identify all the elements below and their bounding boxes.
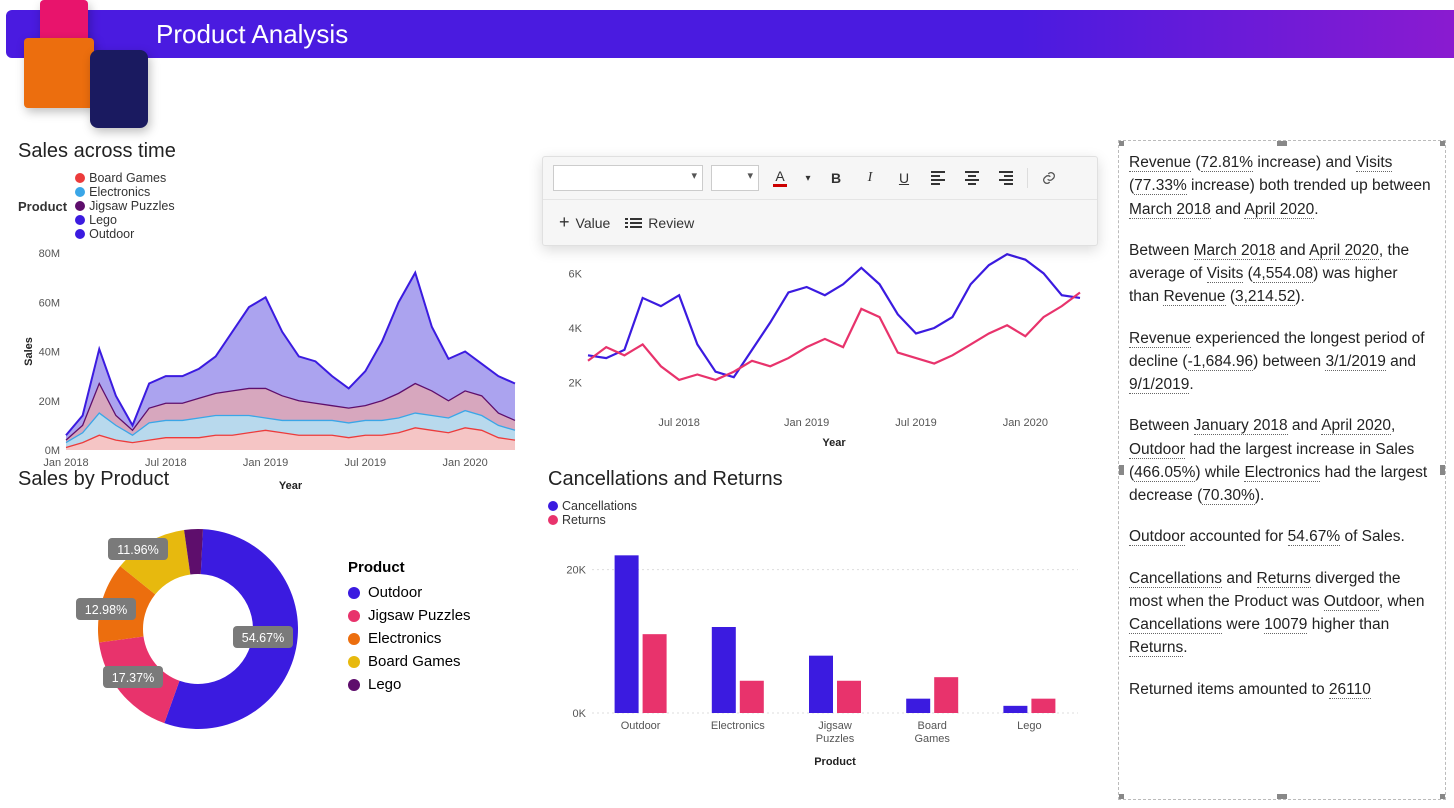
resize-handle[interactable] xyxy=(1277,794,1287,800)
smart-narrative-textbox[interactable]: ⋯ Revenue (72.81% increase) and Visits (… xyxy=(1118,140,1446,800)
svg-text:11.96%: 11.96% xyxy=(117,543,158,557)
resize-handle[interactable] xyxy=(1118,794,1124,800)
logo-blocks xyxy=(12,0,142,128)
bars-chart[interactable]: 0K 20K Outdoor Electronics JigsawPuzzles Boar… xyxy=(548,531,1088,771)
svg-text:Jul 2018: Jul 2018 xyxy=(658,417,700,429)
svg-text:54.67%: 54.67% xyxy=(242,631,284,645)
visits-chart[interactable]: 2K 4K 6K Jul 2018 Jan 2019 Jul 2019 Jan 2020 Ye… xyxy=(548,240,1088,450)
narrative-p6: Cancellations and Returns diverged the m… xyxy=(1129,567,1431,660)
cancellations-returns-panel: Cancellations and Returns CancellationsR… xyxy=(548,468,1108,800)
svg-text:20K: 20K xyxy=(566,565,586,577)
svg-text:Games: Games xyxy=(914,733,950,745)
svg-text:4K: 4K xyxy=(569,323,583,335)
legend-item[interactable]: Jigsaw Puzzles xyxy=(348,607,471,624)
font-size-select[interactable] xyxy=(711,165,759,191)
legend-item[interactable]: Outdoor xyxy=(348,584,471,601)
svg-text:Lego: Lego xyxy=(1017,720,1041,732)
value-label: Value xyxy=(576,215,611,231)
insert-link-button[interactable] xyxy=(1036,165,1062,191)
legend-item[interactable]: Lego xyxy=(348,676,471,693)
align-left-button[interactable] xyxy=(925,165,951,191)
svg-text:Board: Board xyxy=(918,720,947,732)
svg-text:Jul 2019: Jul 2019 xyxy=(895,417,937,429)
bold-button[interactable]: B xyxy=(823,165,849,191)
svg-text:Outdoor: Outdoor xyxy=(621,720,661,732)
font-family-select[interactable] xyxy=(553,165,703,191)
sales-time-chart[interactable]: 0M20M40M60M80MSalesJan 2018Jul 2018Jan 2… xyxy=(18,245,523,495)
narrative-p3: Revenue experienced the longest period o… xyxy=(1129,327,1431,397)
header-banner: Product Analysis xyxy=(6,10,1454,58)
review-button[interactable]: Review xyxy=(624,211,700,235)
svg-text:Year: Year xyxy=(822,437,846,449)
resize-handle[interactable] xyxy=(1440,140,1446,146)
underline-button[interactable]: U xyxy=(891,165,917,191)
align-center-button[interactable] xyxy=(959,165,985,191)
bars-title: Cancellations and Returns xyxy=(548,468,1108,491)
svg-text:0M: 0M xyxy=(45,445,60,457)
legend-item[interactable]: Board Games xyxy=(348,653,471,670)
sales-time-legend: Product Board GamesElectronicsJigsaw Puz… xyxy=(18,171,538,241)
bars-legend: CancellationsReturns xyxy=(548,499,1108,527)
svg-text:Sales: Sales xyxy=(23,337,35,366)
svg-text:60M: 60M xyxy=(39,297,60,309)
narrative-p7: Returned items amounted to 26110 xyxy=(1129,678,1431,701)
svg-text:17.37%: 17.37% xyxy=(112,671,154,685)
svg-text:Puzzles: Puzzles xyxy=(816,733,855,745)
resize-handle[interactable] xyxy=(1118,465,1124,475)
align-right-button[interactable] xyxy=(993,165,1019,191)
narrative-p4: Between January 2018 and April 2020, Out… xyxy=(1129,414,1431,507)
italic-button[interactable]: I xyxy=(857,165,883,191)
legend-item[interactable]: Electronics xyxy=(348,630,471,647)
logo-block-orange xyxy=(24,38,94,108)
donut-title: Sales by Product xyxy=(18,468,538,491)
font-color-button[interactable]: A xyxy=(767,165,793,191)
svg-text:0K: 0K xyxy=(573,708,587,720)
sales-by-product-panel: Sales by Product 54.67% 17.37% 12.98% 11.96… xyxy=(18,468,538,800)
svg-text:Electronics: Electronics xyxy=(711,720,765,732)
legend-item[interactable]: Electronics xyxy=(75,185,174,199)
svg-text:6K: 6K xyxy=(569,268,583,280)
svg-text:40M: 40M xyxy=(39,347,60,359)
narrative-p2: Between March 2018 and April 2020, the a… xyxy=(1129,239,1431,309)
legend-item[interactable]: Returns xyxy=(548,513,637,527)
donut-legend: Product OutdoorJigsaw PuzzlesElectronics… xyxy=(348,559,471,699)
svg-text:80M: 80M xyxy=(39,248,60,260)
legend-label: Product xyxy=(18,199,67,214)
svg-text:Product: Product xyxy=(814,756,856,768)
donut-chart[interactable]: 54.67% 17.37% 12.98% 11.96% xyxy=(18,499,318,759)
svg-text:2K: 2K xyxy=(569,378,583,390)
svg-text:12.98%: 12.98% xyxy=(85,603,127,617)
logo-block-navy xyxy=(90,50,148,128)
resize-handle[interactable] xyxy=(1277,140,1287,146)
plus-icon: + xyxy=(559,212,570,233)
page-title: Product Analysis xyxy=(156,19,348,50)
legend-item[interactable]: Lego xyxy=(75,213,174,227)
sales-time-title: Sales across time xyxy=(18,140,538,163)
svg-text:20M: 20M xyxy=(39,396,60,408)
svg-text:Jan 2020: Jan 2020 xyxy=(1003,417,1048,429)
review-label: Review xyxy=(648,215,694,231)
resize-handle[interactable] xyxy=(1440,465,1446,475)
legend-item[interactable]: Cancellations xyxy=(548,499,637,513)
legend-item[interactable]: Board Games xyxy=(75,171,174,185)
resize-handle[interactable] xyxy=(1440,794,1446,800)
legend-item[interactable]: Jigsaw Puzzles xyxy=(75,199,174,213)
list-icon xyxy=(630,218,642,228)
text-format-toolbar: A ▾ B I U + Value Review xyxy=(542,156,1098,246)
insert-value-button[interactable]: + Value xyxy=(553,208,616,237)
narrative-p1: Revenue (72.81% increase) and Visits (77… xyxy=(1129,151,1431,221)
legend-item[interactable]: Outdoor xyxy=(75,227,174,241)
font-color-dropdown[interactable]: ▾ xyxy=(801,165,815,191)
svg-text:Jan 2019: Jan 2019 xyxy=(784,417,829,429)
svg-text:Jigsaw: Jigsaw xyxy=(818,720,852,732)
narrative-p5: Outdoor accounted for 54.67% of Sales. xyxy=(1129,525,1431,548)
sales-across-time-panel: Sales across time Product Board GamesEle… xyxy=(18,140,538,460)
resize-handle[interactable] xyxy=(1118,140,1124,146)
